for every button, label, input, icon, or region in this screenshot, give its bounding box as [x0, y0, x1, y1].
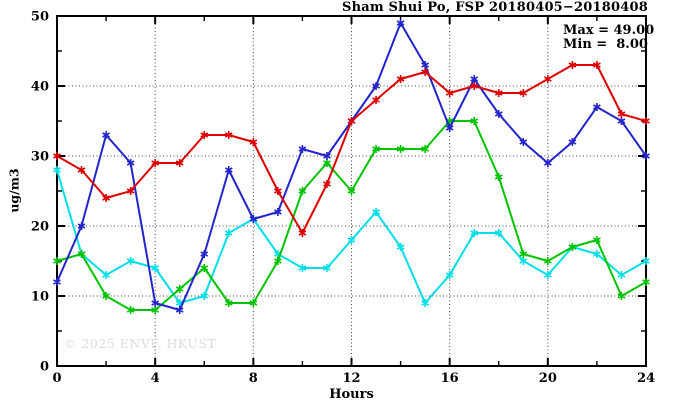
x-tick-label: 24	[637, 371, 655, 386]
x-tick-label: 12	[342, 371, 360, 386]
y-tick-label: 40	[31, 80, 49, 95]
blue-series-markers	[53, 19, 650, 314]
watermark: © 2025 ENVF, HKUST	[64, 336, 217, 351]
y-tick-label: 10	[31, 290, 49, 305]
x-tick-label: 8	[249, 371, 258, 386]
red-series-markers	[53, 61, 650, 237]
red-series-line	[56, 64, 647, 234]
y-tick-label: 30	[31, 150, 49, 165]
x-tick-label: 16	[441, 371, 459, 386]
x-tick-label: 4	[151, 371, 160, 386]
green-series-markers	[53, 117, 650, 314]
y-axis-title: ug/m3	[6, 168, 22, 213]
y-tick-label: 0	[40, 360, 49, 375]
max-annotation: Max = 49.00	[563, 23, 655, 38]
y-tick-label: 50	[31, 10, 49, 25]
x-tick-label: 20	[539, 371, 557, 386]
green-series	[53, 117, 650, 314]
chart-title: Sham Shui Po, FSP 20180405−20180408	[342, 0, 648, 15]
cyan-series	[53, 166, 650, 307]
red-series	[53, 61, 650, 237]
min-annotation: Min = 8.00	[563, 37, 648, 52]
x-tick-label: 0	[52, 371, 61, 386]
green-series-line	[56, 120, 647, 311]
y-tick-label: 20	[31, 220, 49, 235]
x-axis-title: Hours	[329, 387, 374, 402]
tick-labels: 0 4 8 12 16 20 24 0 10 20 30 40 50	[31, 10, 655, 387]
plot-frame	[56, 15, 647, 367]
